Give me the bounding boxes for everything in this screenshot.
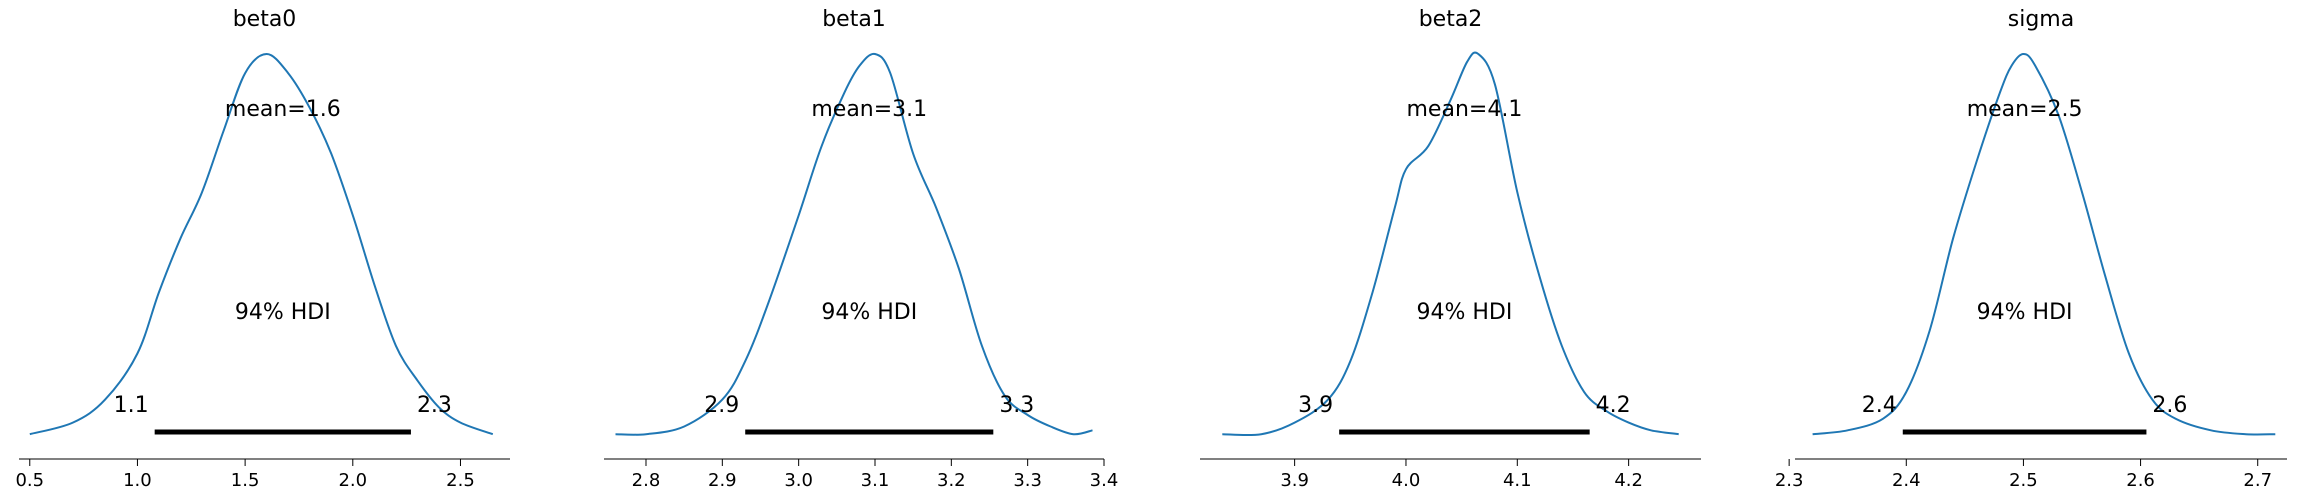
hdi-low-label: 3.9 <box>1298 393 1333 418</box>
density-curve <box>1222 51 1679 437</box>
tick-label: 2.3 <box>1775 470 1804 491</box>
hdi-label: 94% HDI <box>235 300 331 325</box>
panel-beta1: 2.8 2.9 3.0 3.1 3.2 3.3 3.4 beta1 mean=3.1 94% HD… <box>604 7 1118 491</box>
tick-label: 2.4 <box>1892 470 1921 491</box>
tick-label: 2.5 <box>446 470 475 491</box>
tick-label: 2.0 <box>338 470 367 491</box>
mean-label: mean=4.1 <box>1407 97 1523 122</box>
mean-label: mean=2.5 <box>1967 97 2083 122</box>
density-curve <box>615 52 1093 436</box>
panel-title: sigma <box>2008 7 2074 32</box>
hdi-low-label: 2.9 <box>704 393 739 418</box>
mean-label: mean=1.6 <box>225 97 341 122</box>
tick-label: 0.5 <box>15 470 44 491</box>
tick-label: 4.0 <box>1392 470 1421 491</box>
hdi-low-label: 1.1 <box>114 393 149 418</box>
tick-label: 4.1 <box>1503 470 1532 491</box>
density-curve <box>29 52 494 436</box>
tick-label: 3.4 <box>1090 470 1119 491</box>
panel-title: beta1 <box>822 7 886 32</box>
hdi-high-label: 2.6 <box>2152 393 2187 418</box>
hdi-high-label: 2.3 <box>417 393 452 418</box>
panel-title: beta2 <box>1419 7 1483 32</box>
tick-label: 4.2 <box>1614 470 1643 491</box>
hdi-low-label: 2.4 <box>1862 393 1897 418</box>
tick-label: 1.5 <box>231 470 260 491</box>
hdi-label: 94% HDI <box>821 300 917 325</box>
hdi-high-label: 4.2 <box>1596 393 1631 418</box>
tick-label: 1.0 <box>123 470 152 491</box>
hdi-high-label: 3.3 <box>999 393 1034 418</box>
tick-label: 3.9 <box>1280 470 1309 491</box>
tick-label: 3.3 <box>1013 470 1042 491</box>
tick-label: 2.9 <box>708 470 737 491</box>
tick-label: 2.5 <box>2009 470 2038 491</box>
panel-beta2: 3.9 4.0 4.1 4.2 beta2 mean=4.1 94% HDI 3.9 4.2 <box>1200 7 1701 491</box>
tick-label: 2.8 <box>632 470 661 491</box>
mean-label: mean=3.1 <box>811 97 927 122</box>
density-curve <box>1812 52 2276 436</box>
panel-beta0: 0.5 1.0 1.5 2.0 2.5 beta0 mean=1.6 94% HDI 1.1 2.… <box>15 7 510 491</box>
tick-label: 2.6 <box>2126 470 2155 491</box>
hdi-label: 94% HDI <box>1416 300 1512 325</box>
tick-label: 3.0 <box>784 470 813 491</box>
panel-sigma: 2.3 2.4 2.5 2.6 2.7 sigma mean=2.5 94% HDI 2.4 2.… <box>1775 7 2287 491</box>
tick-label: 2.7 <box>2243 470 2272 491</box>
hdi-label: 94% HDI <box>1977 300 2073 325</box>
tick-label: 3.2 <box>937 470 966 491</box>
tick-label: 3.1 <box>861 470 890 491</box>
panel-title: beta0 <box>233 7 297 32</box>
